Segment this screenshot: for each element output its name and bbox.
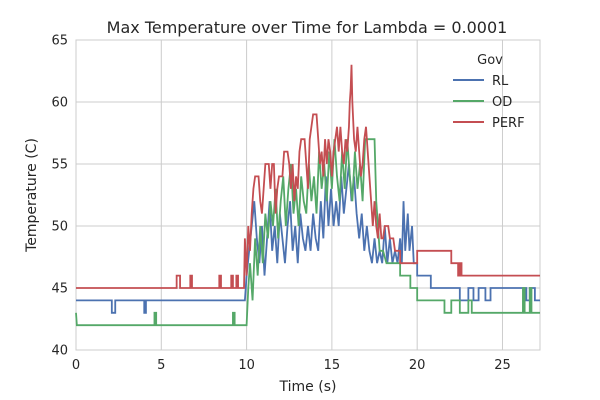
legend: Gov RL OD PERF [453, 53, 525, 131]
y-tick-label: 60 [51, 96, 68, 111]
legend-label-perf: PERF [492, 116, 525, 131]
y-tick-label: 45 [51, 282, 68, 297]
series-group [75, 64, 540, 327]
chart-title: Max Temperature over Time for Lambda = 0… [107, 18, 508, 37]
x-tick-label: 20 [409, 358, 426, 373]
y-tick-label: 50 [51, 220, 68, 235]
legend-label-rl: RL [492, 74, 509, 89]
y-tick-label: 40 [51, 344, 68, 359]
y-axis-title: Temperature (C) [24, 138, 40, 253]
legend-label-od: OD [492, 95, 512, 110]
x-tick-label: 15 [324, 358, 341, 373]
y-tick-label: 55 [51, 158, 68, 173]
x-tick-label: 0 [72, 358, 80, 373]
legend-title: Gov [477, 53, 503, 68]
series-line-perf [76, 64, 540, 289]
x-axis-title: Time (s) [279, 379, 337, 395]
x-tick-label: 10 [238, 358, 255, 373]
tick-labels: 0 5 10 15 20 25 40 45 50 55 60 65 [51, 34, 510, 374]
x-tick-label: 5 [157, 358, 165, 373]
y-tick-label: 65 [51, 34, 68, 49]
x-tick-label: 25 [494, 358, 511, 373]
plot-frame [75, 39, 541, 351]
